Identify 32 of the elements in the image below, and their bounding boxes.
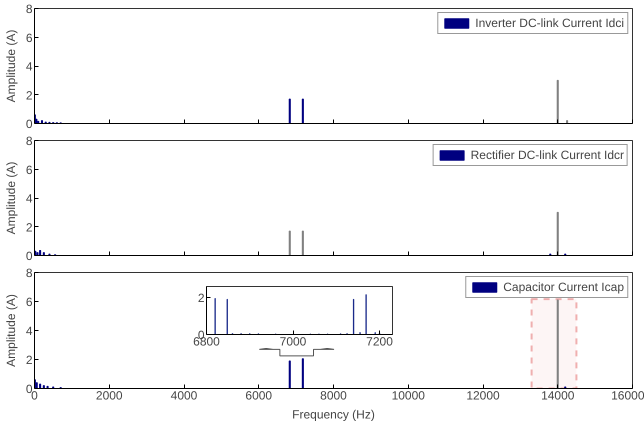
x-tick-label: 7000	[280, 334, 307, 348]
y-tick-label: 0	[26, 249, 33, 263]
y-tick-label: 6	[26, 30, 33, 45]
y-tick-label: 8	[26, 266, 33, 280]
y-tick-label: 4	[26, 192, 33, 206]
y-tick-label: 2	[198, 291, 205, 306]
x-axis-title: Frequency (Hz)	[292, 408, 375, 422]
y-tick-label: 4	[26, 324, 33, 338]
x-tick-label: 14000	[541, 388, 575, 402]
y-tick-label: 6	[26, 295, 33, 309]
x-tick-label: 8000	[320, 388, 348, 402]
y-tick-label: 2	[26, 88, 33, 102]
y-axis-title: Amplitude (A)	[4, 30, 18, 102]
x-tick-label: 7200	[366, 334, 394, 348]
y-tick-label: 4	[26, 60, 33, 74]
y-tick-label: 8	[26, 2, 33, 16]
y-axis-title: Amplitude (A)	[4, 294, 18, 367]
legend-label: Capacitor Current Icap	[503, 280, 624, 294]
x-tick-label: 6000	[245, 388, 272, 402]
x-tick-label: 4000	[170, 388, 198, 402]
legend-label: Inverter DC-link Current Idci	[475, 16, 624, 30]
x-tick-label: 10000	[392, 388, 426, 402]
x-tick-label: 16000	[611, 388, 644, 402]
x-tick-label: 12000	[466, 388, 500, 402]
y-tick-label: 2	[26, 353, 33, 367]
y-tick-label: 2	[26, 220, 33, 234]
y-tick-label: 6	[26, 162, 33, 177]
y-tick-label: 0	[26, 117, 33, 131]
legend-label: Rectifier DC-link Current Idcr	[470, 148, 624, 162]
x-tick-label: 2000	[96, 388, 123, 402]
y-tick-label: 8	[26, 134, 33, 148]
y-axis-title: Amplitude (A)	[4, 162, 18, 234]
